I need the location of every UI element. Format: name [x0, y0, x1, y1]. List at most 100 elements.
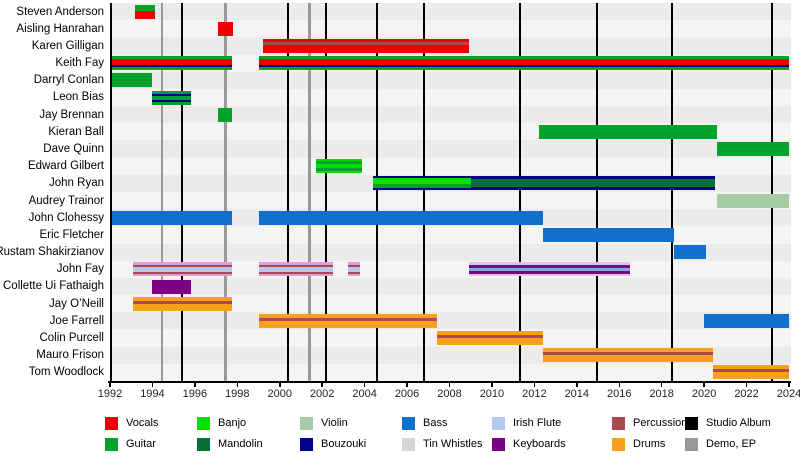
member-label: Leon Bias: [52, 91, 104, 104]
member-label: Tom Woodlock: [28, 366, 104, 379]
instrument-stripe-bouzouki: [258, 64, 789, 68]
instrument-stripe-fay_lilac: [468, 273, 630, 277]
instrument-stripe-bass: [542, 227, 675, 242]
instrument-stripe-guitar: [135, 4, 155, 11]
studio-album-line: [595, 3, 598, 381]
row-background-stripe: [110, 20, 791, 38]
tenure-bar: [258, 210, 543, 225]
member-label: Rustam Shakirzianov: [0, 246, 104, 259]
member-label: Collette Ui Fathaigh: [3, 280, 104, 293]
tenure-bar: [258, 313, 437, 328]
x-axis-tick: [618, 382, 620, 387]
instrument-stripe-percussion: [347, 264, 361, 267]
instrument-stripe-bouzouki: [152, 93, 191, 96]
legend-label-drums: Drums: [633, 438, 666, 450]
instrument-stripe-banjo: [373, 178, 471, 185]
instrument-stripe-guitar: [152, 101, 191, 105]
instrument-stripe-percussion: [712, 369, 789, 373]
x-axis-tick: [406, 382, 408, 387]
legend-label-violin: Violin: [321, 417, 348, 429]
tenure-bar: [112, 73, 153, 88]
instrument-stripe-percussion: [258, 264, 333, 267]
instrument-stripe-percussion: [133, 264, 232, 267]
member-label: Mauro Frison: [36, 349, 104, 362]
instrument-stripe-guitar: [315, 161, 363, 165]
legend-swatch-demo_ep: [685, 438, 698, 451]
legend-label-mandolin: Mandolin: [218, 438, 263, 450]
x-axis-tick-label: 2010: [479, 388, 505, 400]
tenure-bar: [468, 262, 630, 277]
instrument-stripe-percussion: [133, 271, 232, 274]
legend-label-percussion: Percussion: [633, 417, 688, 429]
tenure-bar: [152, 90, 191, 105]
member-label: John Fay: [56, 263, 104, 276]
instrument-stripe-drums: [133, 303, 232, 311]
member-label: Colin Purcell: [39, 332, 104, 345]
instrument-stripe-percussion: [542, 352, 713, 356]
instrument-stripe-bouzouki: [112, 64, 232, 68]
row-background-stripe: [110, 3, 791, 21]
tenure-bar: [436, 331, 543, 346]
instrument-stripe-guitar: [538, 124, 717, 139]
instrument-stripe-fay_pink: [347, 273, 361, 277]
instrument-stripe-bouzouki: [470, 176, 715, 180]
row-background-stripe: [110, 226, 791, 244]
member-label: John Clohessy: [28, 211, 104, 224]
member-label: Keith Fay: [55, 57, 104, 70]
legend-swatch-tin_whistles: [402, 438, 415, 451]
instrument-stripe-banjo: [315, 164, 363, 169]
member-label: Darryl Conlan: [33, 74, 104, 87]
studio-album-line: [771, 3, 774, 381]
legend-label-bouzouki: Bouzouki: [321, 438, 367, 450]
member-label: Aisling Hanrahan: [16, 22, 104, 35]
member-label: Jay O’Neill: [49, 297, 104, 310]
instrument-stripe-drums: [542, 348, 713, 353]
x-axis-tick-label: 2018: [649, 388, 674, 400]
x-axis-line: [108, 381, 791, 383]
member-label: John Ryan: [49, 177, 104, 190]
x-axis-tick: [576, 382, 578, 387]
x-axis-tick-label: 1998: [225, 388, 250, 400]
instrument-stripe-guitar: [152, 95, 191, 100]
instrument-stripe-drums: [436, 331, 543, 336]
legend-swatch-percussion: [612, 417, 625, 430]
instrument-stripe-fay_lilac: [468, 262, 630, 265]
x-axis-tick: [321, 382, 323, 387]
tenure-bar: [133, 296, 232, 311]
instrument-stripe-banjo: [315, 171, 363, 174]
instrument-stripe-guitar: [218, 107, 232, 122]
x-axis-tick-label: 2012: [522, 388, 547, 400]
x-axis-tick-label: 2014: [564, 388, 590, 400]
instrument-stripe-vocals: [135, 10, 155, 19]
member-label: Steven Anderson: [16, 5, 104, 18]
x-axis-tick-label: 1992: [97, 388, 123, 400]
member-label: Edward Gilbert: [27, 160, 104, 173]
instrument-stripe-guitar: [258, 56, 789, 60]
member-label: Kieran Ball: [48, 125, 104, 138]
x-axis-tick: [788, 382, 790, 387]
row-background-stripe: [110, 157, 791, 175]
tenure-bar: [315, 159, 363, 174]
tenure-bar: [112, 210, 232, 225]
row-background-stripe: [110, 88, 791, 107]
member-label: Joe Farrell: [49, 314, 104, 327]
instrument-stripe-drums: [712, 365, 789, 370]
tenure-bar: [470, 176, 715, 191]
row-background-stripe: [110, 363, 791, 381]
legend-swatch-mandolin: [197, 438, 210, 451]
x-axis-tick: [279, 382, 281, 387]
instrument-stripe-drums: [712, 372, 789, 380]
plot-area: [110, 3, 791, 381]
x-axis-tick: [660, 382, 663, 387]
instrument-stripe-vocals: [262, 45, 469, 53]
row-background-stripe: [110, 71, 791, 89]
instrument-stripe-bouzouki: [152, 99, 191, 102]
instrument-stripe-fay_pink: [347, 262, 361, 265]
member-label: Audrey Trainor: [28, 194, 104, 207]
instrument-stripe-irish_flute: [347, 266, 361, 272]
instrument-stripe-irish_flute: [258, 266, 333, 272]
x-axis-tick: [448, 382, 451, 387]
x-axis-tick-label: 2000: [267, 388, 292, 400]
x-axis-tick-label: 2016: [607, 388, 632, 400]
row-background-stripe: [110, 106, 791, 124]
